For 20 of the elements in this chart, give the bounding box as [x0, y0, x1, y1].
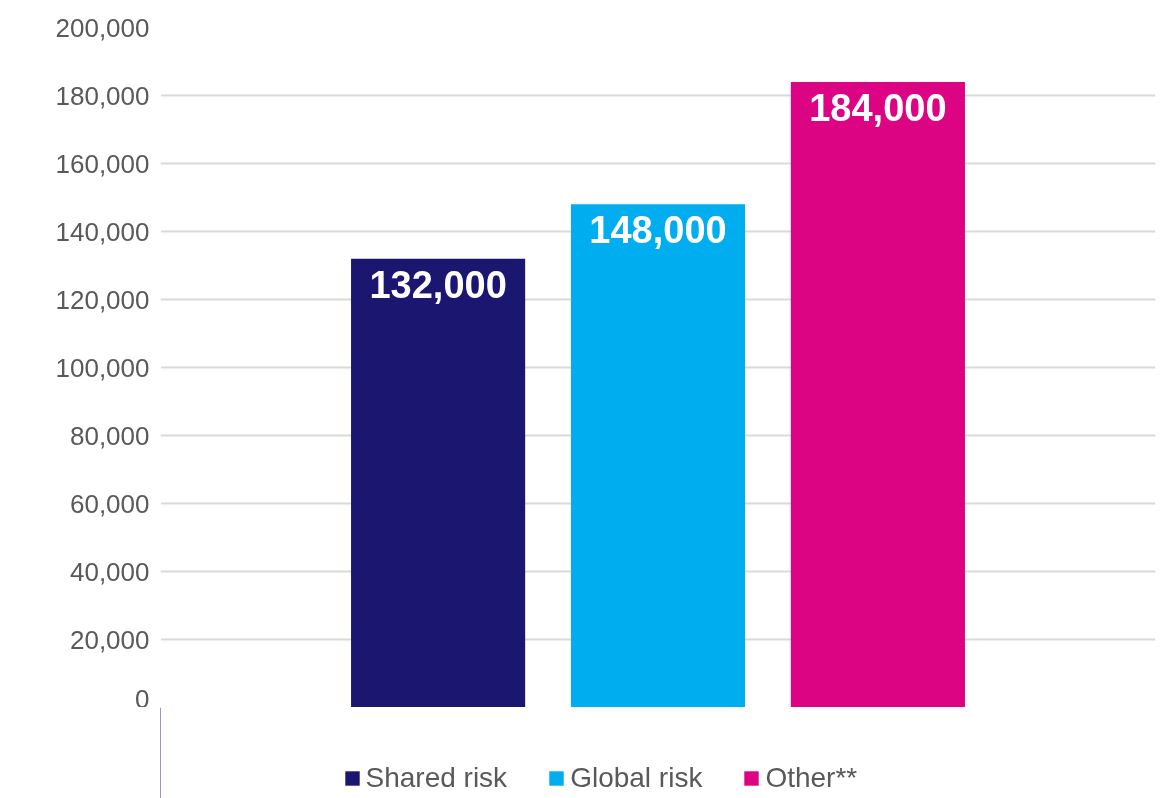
y-tick-label: 100,000	[55, 352, 150, 383]
y-tick-label: 40,000	[69, 556, 150, 587]
legend-label: Other**	[765, 762, 858, 794]
data-label: 184,000	[809, 86, 947, 129]
bar	[570, 204, 746, 707]
y-tick-label: 80,000	[69, 420, 150, 451]
y-tick-label: 140,000	[55, 216, 150, 247]
y-tick-label: 60,000	[69, 488, 150, 519]
data-label: 148,000	[589, 209, 727, 252]
data-label: 132,000	[369, 263, 507, 306]
legend-label: Shared risk	[365, 762, 508, 794]
bar	[790, 81, 965, 707]
y-tick-label: 0	[135, 683, 150, 714]
bar	[351, 258, 526, 707]
y-tick-label: 120,000	[55, 284, 150, 315]
y-tick-label: 20,000	[69, 624, 150, 655]
y-tick-label: 160,000	[55, 148, 150, 179]
y-tick-label: 200,000	[55, 12, 150, 43]
legend-label: Global risk	[570, 762, 703, 794]
y-tick-label: 180,000	[55, 80, 150, 111]
